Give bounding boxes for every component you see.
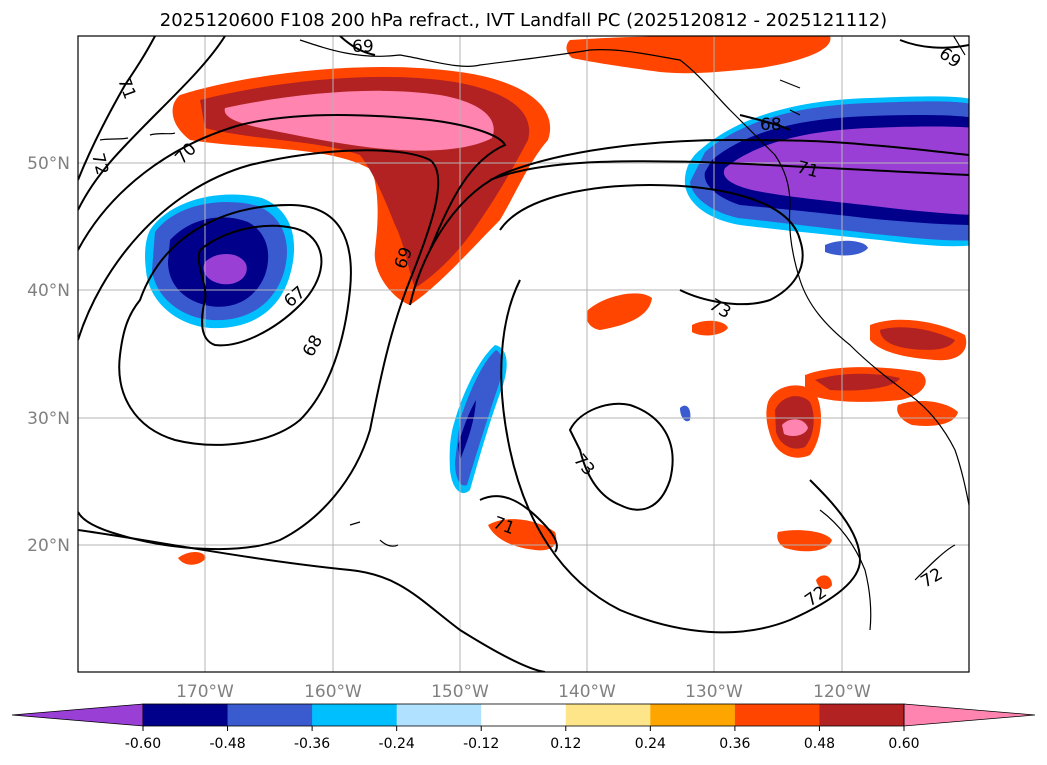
- contour-label: 69: [352, 37, 374, 57]
- contour-72b: [78, 529, 546, 672]
- positive-anomaly-patches: [586, 293, 652, 330]
- colorbar: -0.60 -0.48 -0.36 -0.24 -0.12 0.12 0.24 0.36 0.4…: [11, 703, 1036, 752]
- contour-69b: [899, 39, 969, 49]
- lon-label: 140°W: [558, 682, 616, 702]
- shading-layer: [145, 36, 969, 590]
- colorbar-segment: [565, 704, 651, 726]
- lon-label: 160°W: [304, 682, 362, 702]
- colorbar-tick-label: -0.12: [463, 736, 499, 752]
- lat-label: 20°N: [27, 536, 70, 556]
- colorbar-tick-label: -0.60: [125, 736, 161, 752]
- lat-label: 40°N: [27, 281, 70, 301]
- colorbar-segment: [650, 704, 736, 726]
- contour-label: 68: [760, 115, 782, 135]
- contour-72d: [500, 279, 862, 634]
- lat-label: 50°N: [27, 154, 70, 174]
- colorbar-tick-label: 0.24: [635, 736, 666, 752]
- contour-67: [197, 224, 323, 347]
- contour-71: [78, 36, 226, 211]
- coastlines: [99, 36, 969, 631]
- lat-axis-labels: 50°N 40°N 30°N 20°N: [27, 154, 70, 556]
- contour-73: [499, 183, 804, 306]
- lon-label: 130°W: [685, 682, 743, 702]
- colorbar-segment: [312, 704, 398, 726]
- colorbar-tick-label: -0.36: [294, 736, 330, 752]
- graticule: [78, 36, 969, 672]
- lon-axis-labels: 170°W 160°W 150°W 140°W 130°W 120°W: [176, 682, 871, 702]
- contour-68b: [739, 114, 791, 131]
- contour-72c: [489, 160, 969, 181]
- colorbar-tick-label: -0.48: [209, 736, 245, 752]
- contour-71c: [479, 495, 558, 553]
- contour-69: [78, 149, 440, 551]
- colorbar-extend-low: [11, 703, 144, 727]
- colorbar-segment: [481, 704, 567, 726]
- contour-70: [78, 114, 507, 251]
- colorbar-tick-label: 0.36: [719, 736, 750, 752]
- map-frame: [77, 35, 970, 673]
- contour-73b: [568, 402, 674, 511]
- lat-label: 30°N: [27, 409, 70, 429]
- colorbar-tick-label: -0.24: [379, 736, 415, 752]
- colorbar-segment: [819, 704, 905, 726]
- colorbar-frame: [142, 703, 905, 727]
- contour-69c: [339, 36, 376, 56]
- contour-71b: [409, 138, 969, 306]
- colorbar-segment: [143, 704, 229, 726]
- colorbar-segment: [734, 704, 820, 726]
- lon-label: 150°W: [431, 682, 489, 702]
- contour-68: [118, 203, 352, 446]
- colorbar-segment: [396, 704, 482, 726]
- colorbar-extend-high: [903, 703, 1036, 727]
- colorbar-segment: [227, 704, 313, 726]
- lon-label: 170°W: [176, 682, 234, 702]
- map-title: 2025120600 F108 200 hPa refract., IVT La…: [159, 10, 888, 31]
- contour-72: [78, 36, 156, 181]
- colorbar-tick-label: 0.60: [888, 736, 919, 752]
- colorbar-tick-label: 0.12: [550, 736, 581, 752]
- lon-label: 120°W: [813, 682, 871, 702]
- refractivity-contours: [78, 36, 969, 672]
- colorbar-tick-label: 0.48: [804, 736, 835, 752]
